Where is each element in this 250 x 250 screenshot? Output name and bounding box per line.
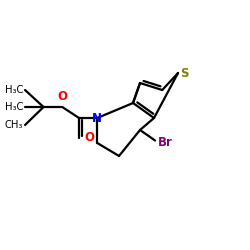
Text: S: S <box>180 66 189 80</box>
Text: O: O <box>57 90 67 102</box>
Text: H₃C: H₃C <box>5 85 23 95</box>
Text: CH₃: CH₃ <box>5 120 23 130</box>
Text: H₃C: H₃C <box>5 102 23 112</box>
Text: Br: Br <box>158 136 172 149</box>
Text: N: N <box>92 112 102 124</box>
Text: O: O <box>84 132 94 144</box>
